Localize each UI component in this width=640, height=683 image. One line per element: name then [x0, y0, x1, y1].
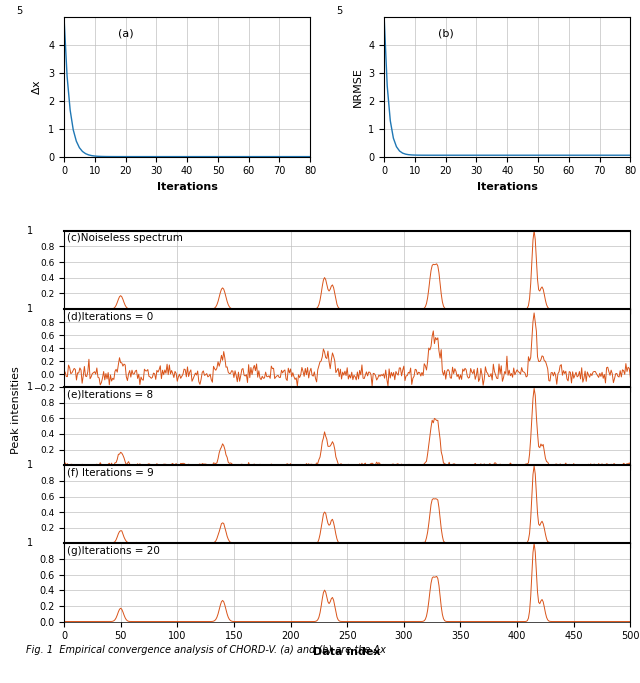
Y-axis label: NRMSE: NRMSE: [353, 67, 363, 107]
Text: (b): (b): [438, 28, 454, 38]
Y-axis label: $\Delta$x: $\Delta$x: [31, 79, 42, 95]
X-axis label: Iterations: Iterations: [157, 182, 218, 192]
Text: (g)Iterations = 20: (g)Iterations = 20: [67, 546, 160, 556]
Text: (a): (a): [118, 28, 134, 38]
Text: (c)Noiseless spectrum: (c)Noiseless spectrum: [67, 233, 182, 243]
Text: 5: 5: [337, 5, 343, 16]
Text: 1: 1: [27, 382, 33, 392]
Text: (d)Iterations = 0: (d)Iterations = 0: [67, 311, 153, 321]
Text: 1: 1: [27, 304, 33, 314]
Text: (e)Iterations = 8: (e)Iterations = 8: [67, 389, 153, 400]
X-axis label: Iterations: Iterations: [477, 182, 538, 192]
X-axis label: Data index: Data index: [314, 647, 381, 657]
Text: (f) Iterations = 9: (f) Iterations = 9: [67, 468, 154, 477]
Text: Peak intensities: Peak intensities: [11, 366, 21, 454]
Text: 1: 1: [27, 226, 33, 236]
Text: Fig. 1  Empirical convergence analysis of CHORD-V. (a) and (b) are the Δx: Fig. 1 Empirical convergence analysis of…: [26, 645, 385, 656]
Text: 5: 5: [17, 5, 23, 16]
Text: 1: 1: [27, 538, 33, 548]
Text: 1: 1: [27, 460, 33, 471]
